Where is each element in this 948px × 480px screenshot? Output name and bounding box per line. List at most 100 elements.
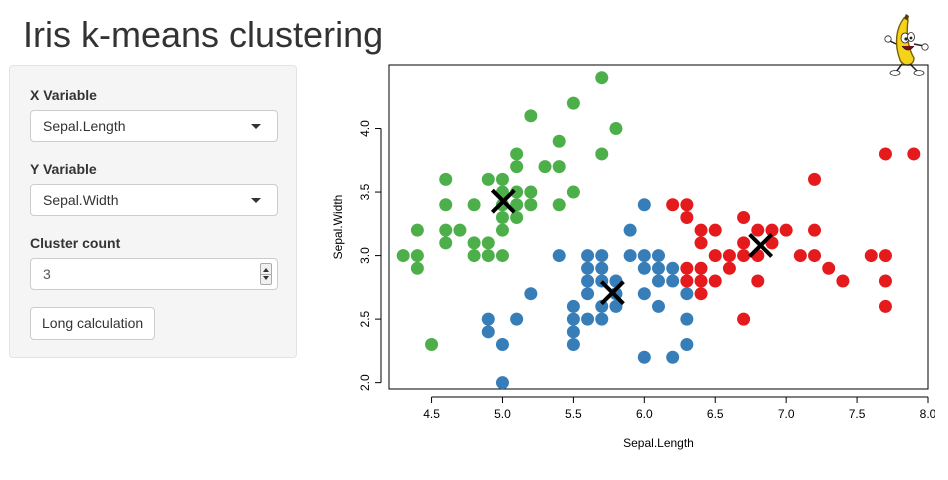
data-point-blue xyxy=(609,299,623,313)
cluster-center-mark xyxy=(748,233,774,258)
data-point-blue xyxy=(595,249,609,263)
data-point-green xyxy=(410,261,424,275)
data-point-red xyxy=(694,236,708,250)
spin-down-icon[interactable] xyxy=(263,276,269,280)
data-point-red xyxy=(680,261,694,275)
cluster-count-input[interactable]: 3 xyxy=(30,258,278,290)
cluster-count-label: Cluster count xyxy=(30,235,121,251)
y-variable-label: Y Variable xyxy=(30,161,97,177)
x-tick-label: 8.0 xyxy=(920,407,935,421)
data-point-green xyxy=(439,223,453,237)
data-point-blue xyxy=(623,223,637,237)
long-calculation-button[interactable]: Long calculation xyxy=(30,307,156,340)
data-point-red xyxy=(808,223,822,237)
data-point-blue xyxy=(581,249,595,263)
data-point-green xyxy=(510,210,524,224)
data-point-red xyxy=(907,147,921,161)
data-point-blue xyxy=(652,299,665,313)
number-spinner-icon[interactable] xyxy=(260,263,272,285)
data-point-red xyxy=(878,249,892,263)
caret-down-icon xyxy=(251,124,261,129)
x-tick-label: 7.5 xyxy=(849,407,866,421)
cluster-count-value: 3 xyxy=(43,266,51,282)
sidebar-panel: X Variable Sepal.Length Y Variable Sepal… xyxy=(9,65,297,358)
data-point-red xyxy=(694,261,708,275)
data-point-blue xyxy=(581,261,595,275)
data-point-red xyxy=(751,223,765,237)
data-point-green xyxy=(510,198,524,212)
data-point-green xyxy=(510,160,524,174)
data-point-green xyxy=(410,249,424,263)
data-point-red xyxy=(878,274,892,288)
data-point-green xyxy=(566,185,580,199)
data-point-red xyxy=(680,210,694,224)
data-point-green xyxy=(481,236,495,250)
x-variable-value: Sepal.Length xyxy=(43,118,126,134)
data-point-red xyxy=(722,249,736,263)
data-point-blue xyxy=(481,325,495,339)
data-point-blue xyxy=(623,249,637,263)
data-point-blue xyxy=(481,312,495,326)
cluster-center-mark xyxy=(599,280,625,306)
data-point-red xyxy=(694,223,708,237)
data-point-red xyxy=(722,261,736,275)
data-point-blue xyxy=(637,198,651,212)
data-point-blue xyxy=(637,350,651,364)
data-point-green xyxy=(552,134,566,148)
data-point-blue xyxy=(581,287,595,301)
x-variable-select[interactable]: Sepal.Length xyxy=(30,110,278,142)
cluster-center-mark xyxy=(490,188,516,214)
data-point-blue xyxy=(637,261,651,275)
spin-up-icon[interactable] xyxy=(263,268,269,272)
x-tick-label: 5.5 xyxy=(565,407,582,421)
data-point-green xyxy=(524,185,538,199)
x-tick-label: 7.0 xyxy=(778,407,795,421)
y-tick-label: 4.0 xyxy=(358,120,372,137)
data-point-green xyxy=(467,236,481,250)
data-point-red xyxy=(765,223,779,237)
data-point-red xyxy=(737,210,751,224)
y-tick-label: 3.5 xyxy=(358,183,372,200)
data-point-blue xyxy=(566,325,580,339)
data-point-red xyxy=(751,274,765,288)
data-point-green xyxy=(425,338,439,352)
data-point-blue xyxy=(566,338,580,352)
caret-down-icon xyxy=(251,198,261,203)
data-point-red xyxy=(836,274,850,288)
data-point-red xyxy=(694,274,708,288)
data-point-red xyxy=(708,274,722,288)
x-tick-label: 6.5 xyxy=(707,407,724,421)
data-point-green xyxy=(566,96,580,110)
data-point-blue xyxy=(524,287,538,301)
data-point-green xyxy=(439,198,453,212)
data-point-red xyxy=(878,147,892,161)
data-point-red xyxy=(808,249,822,263)
data-point-red xyxy=(680,198,694,212)
data-point-green xyxy=(510,185,524,199)
data-point-green xyxy=(552,198,566,212)
data-point-green xyxy=(538,160,552,174)
y-variable-select[interactable]: Sepal.Width xyxy=(30,184,278,216)
data-point-red xyxy=(737,249,751,263)
x-variable-label: X Variable xyxy=(30,87,97,103)
data-point-green xyxy=(396,249,410,263)
data-point-blue xyxy=(637,249,651,263)
data-point-blue xyxy=(652,249,665,263)
y-variable-value: Sepal.Width xyxy=(43,192,119,208)
data-point-green xyxy=(410,223,424,237)
data-point-blue xyxy=(680,312,694,326)
data-point-blue xyxy=(666,261,680,275)
data-point-red xyxy=(694,287,708,301)
x-axis-label: Sepal.Length xyxy=(623,436,694,450)
data-point-red xyxy=(793,249,807,263)
page-title: Iris k-means clustering xyxy=(23,14,384,55)
data-point-red xyxy=(864,249,878,263)
y-tick-label: 2.5 xyxy=(358,310,372,327)
data-point-green xyxy=(609,122,623,136)
data-point-blue xyxy=(652,274,665,288)
x-tick-label: 4.5 xyxy=(423,407,440,421)
data-point-red xyxy=(822,261,836,275)
data-point-green xyxy=(524,109,538,123)
data-point-blue xyxy=(595,312,609,326)
data-point-blue xyxy=(680,287,694,301)
